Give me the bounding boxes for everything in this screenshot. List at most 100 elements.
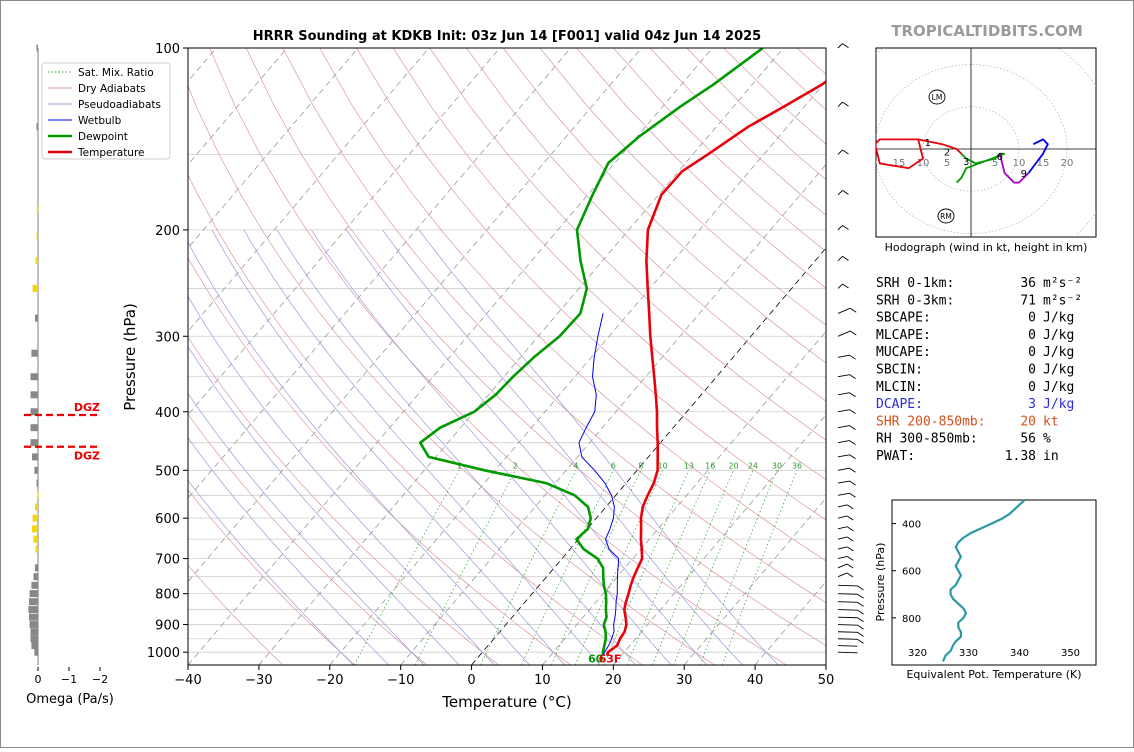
mixing-ratio-label: 13 [684,461,694,470]
stat-label: SHR 200-850mb: [876,414,986,429]
omega-bar [30,590,38,597]
y-tick-label: 200 [155,224,180,239]
mixing-ratio-label: 20 [728,461,738,470]
stat-label: RH 300-850mb: [876,432,978,447]
y-tick-label: 1000 [147,646,180,661]
hodograph-ring-label: 20 [1061,158,1074,169]
hodograph-frame [876,48,1096,237]
omega-bar [31,391,39,398]
theta-e-tick-label: 340 [1010,648,1029,659]
wind-barb [838,617,858,618]
stat-unit: m²s⁻² [1043,276,1082,291]
wind-barb [838,639,858,640]
omega-bar [31,439,39,446]
omega-bar [31,642,38,649]
mixing-ratio-label: 6 [611,461,616,470]
mixing-ratio-label: 4 [573,461,578,470]
stat-unit: J/kg [1043,380,1074,395]
stat-value: 1.38 [1005,449,1036,464]
y-tick-label: 700 [155,553,180,568]
x-tick-label: −40 [174,673,201,688]
omega-bar [37,206,39,213]
stat-unit: J/kg [1043,345,1074,360]
theta-e-frame [892,500,1096,665]
wind-barb [838,594,858,595]
mixing-ratio-label: 24 [748,461,758,470]
chart-title: HRRR Sounding at KDKB Init: 03z Jun 14 [… [253,29,761,44]
stat-value: 71 [1020,293,1036,308]
omega-bar [28,606,38,613]
omega-bar [31,628,39,635]
theta-e-tick-label: 330 [959,648,978,659]
storm-motion-label: RM [940,212,952,221]
x-tick-label: −10 [387,673,414,688]
omega-bar [34,649,38,656]
wind-barb [838,652,858,653]
stat-unit: % [1043,432,1051,447]
x-tick-label: 0 [467,673,475,688]
theta-e-ylabel: Pressure (hPa) [874,543,887,622]
hodograph-title: Hodograph (wind in kt, height in km) [885,241,1088,254]
legend-label: Dewpoint [78,131,128,143]
legend-label: Temperature [77,147,145,159]
omega-bar [29,598,38,605]
x-tick-label: 40 [747,673,764,688]
stat-label: PWAT: [876,449,915,464]
stat-label: SBCIN: [876,363,923,378]
omega-bar [34,467,38,474]
hodograph-height-label: 2 [944,147,950,158]
wind-barb [838,646,858,647]
skewt-xlabel: Temperature (°C) [441,693,571,711]
y-tick-label: 400 [155,406,180,421]
theta-e-tick-label: 320 [908,648,927,659]
skewt-ylabel: Pressure (hPa) [121,303,139,411]
stat-unit: J/kg [1043,311,1074,326]
x-tick-label: 20 [605,673,622,688]
omega-tick-label: 0 [35,673,42,686]
theta-e-tick-label: 350 [1061,648,1080,659]
omega-bar [36,546,38,553]
y-tick-label: 100 [155,42,180,57]
storm-motion-label: LM [932,93,943,102]
wind-barb [838,625,858,626]
mixing-ratio-label: 16 [705,461,715,470]
omega-bar [31,350,38,357]
hodograph-ring-label: 5 [944,158,950,169]
stat-value: 56 [1020,432,1036,447]
stat-value: 0 [1028,345,1036,360]
wind-barb [838,632,858,633]
stat-label: SBCAPE: [876,311,931,326]
stat-value: 0 [1028,328,1036,343]
y-tick-label: 300 [155,330,180,345]
mixing-ratio-label: 8 [638,461,643,470]
x-tick-label: −20 [316,673,343,688]
omega-tick-label: −1 [61,673,77,686]
stat-unit: J/kg [1043,363,1074,378]
mixing-ratio-label: 36 [792,461,802,470]
omega-bar [35,503,38,510]
y-tick-label: 600 [155,512,180,527]
legend-label: Sat. Mix. Ratio [78,67,154,79]
stat-unit: J/kg [1043,328,1074,343]
stat-label: MLCAPE: [876,328,931,343]
hodograph-height-label: 1 [925,138,931,149]
legend-label: Dry Adiabats [78,83,146,95]
omega-bar [37,45,39,52]
stat-unit: kt [1043,414,1059,429]
mixing-ratio-label: 10 [658,461,668,470]
stat-label: SRH 0-1km: [876,276,954,291]
stat-label: SRH 0-3km: [876,293,954,308]
omega-bar [34,536,39,543]
stat-value: 20 [1020,414,1036,429]
legend-label: Wetbulb [78,115,122,127]
omega-bar [31,635,39,642]
omega-bar [35,315,38,322]
stat-label: DCAPE: [876,397,923,412]
hodograph-ring-label: 10 [1013,158,1026,169]
wind-barb [838,610,858,611]
omega-tick-label: −2 [92,673,108,686]
omega-xlabel: Omega (Pa/s) [26,692,114,707]
omega-bar [31,424,39,431]
omega-bar [37,480,39,487]
